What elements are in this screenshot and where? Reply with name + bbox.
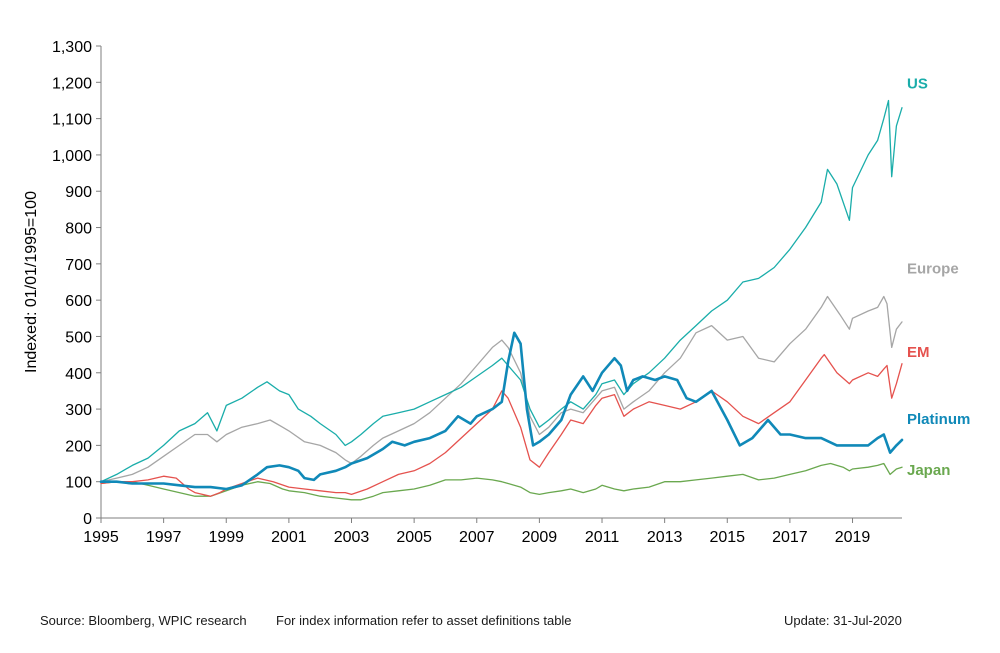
x-tick-label: 2019 [835,529,871,546]
series-label-europe: Europe [907,260,959,277]
y-axis-title: Indexed: 01/01/1995=100 [23,191,40,373]
y-tick-label: 1,100 [52,112,92,129]
x-tick-label: 2001 [271,529,307,546]
series-label-us: US [907,75,928,92]
x-tick-label: 1997 [146,529,182,546]
update-date: Update: 31-Jul-2020 [784,613,902,628]
y-tick-label: 400 [65,366,92,383]
source-note: Source: Bloomberg, WPIC research [40,613,247,628]
series-line-europe [100,295,903,483]
y-tick-label: 500 [65,329,92,346]
y-tick-label: 1,000 [52,148,92,165]
y-tick-label: 1,300 [52,39,92,56]
index-info-note: For index information refer to asset def… [276,613,572,628]
y-tick-label: 100 [65,475,92,492]
series-label-platinum: Platinum [907,411,970,428]
y-tick-label: 800 [65,221,92,238]
x-tick-label: 1999 [208,529,244,546]
x-tick-label: 2013 [647,529,683,546]
y-tick-label: 0 [83,511,92,528]
x-tick-label: 2017 [772,529,808,546]
y-tick-label: 900 [65,184,92,201]
x-tick-label: 2015 [709,529,745,546]
y-tick-label: 200 [65,438,92,455]
series-line-platinum [99,331,904,491]
series-line-em [100,353,903,497]
y-tick-label: 700 [65,257,92,274]
x-tick-label: 2005 [396,529,432,546]
series-line-japan [100,462,903,501]
y-tick-label: 1,200 [52,75,92,92]
x-tick-label: 2003 [334,529,370,546]
series-line-us [100,99,903,483]
x-tick-label: 2011 [585,529,620,546]
series-label-em: EM [907,344,930,361]
x-tick-label: 2007 [459,529,495,546]
y-tick-label: 300 [65,402,92,419]
x-tick-label: 2009 [522,529,558,546]
x-tick-label: 1995 [83,529,119,546]
series-label-japan: Japan [907,462,950,479]
y-tick-label: 600 [65,293,92,310]
